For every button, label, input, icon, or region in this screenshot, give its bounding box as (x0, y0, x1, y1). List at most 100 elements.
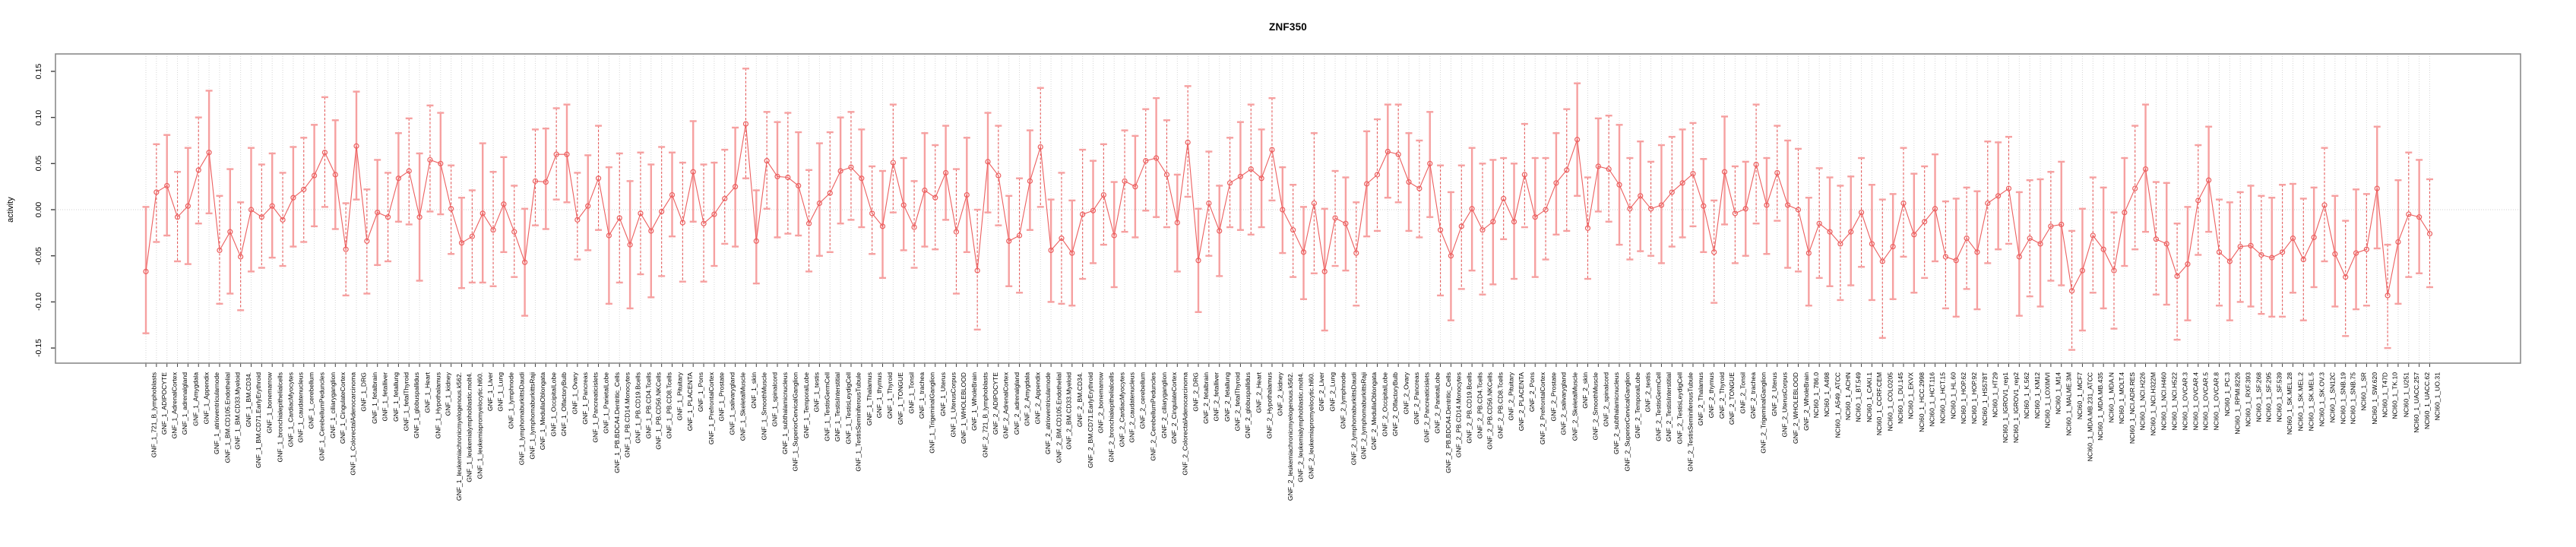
x-tick-label: GNF_2_fetallung (1223, 372, 1231, 422)
data-point (227, 229, 233, 235)
data-point (1143, 158, 1149, 164)
data-point (312, 172, 318, 179)
data-point (2363, 246, 2369, 252)
x-tick-label: GNF_1_PLACENTA (686, 372, 695, 432)
x-tick-label: GNF_1_OccipitalLobe (549, 372, 558, 437)
x-tick-label: NCI60_1_RXF.393 (2244, 372, 2252, 427)
data-point (974, 267, 980, 274)
data-point (1080, 211, 1086, 217)
data-point (469, 233, 475, 239)
data-point (479, 210, 486, 217)
x-tick-label: GNF_2_salivarygland (1559, 372, 1568, 435)
data-point (627, 242, 633, 248)
x-tick-label: GNF_1_BM.CD71.EarlyErythroid (255, 372, 263, 469)
x-tick-label: GNF_2_Liver (1318, 372, 1326, 412)
x-tick-label: GNF_2_TestisGermCell (1654, 372, 1663, 441)
x-tick-label: GNF_2_skin (1581, 372, 1589, 409)
data-point (1647, 206, 1654, 212)
data-point (406, 168, 412, 174)
x-tick-label: NCI60_1_HCT.116 (1928, 372, 1936, 427)
x-tick-label: GNF_2_lymphnode (1339, 372, 1347, 429)
data-point (501, 201, 507, 207)
x-tick-label: GNF_1_Liver (486, 372, 495, 412)
x-tick-label: NCI60_1_NCI.ADR.RES (2128, 372, 2136, 444)
x-tick-label: NCI60_1_MCF7 (2075, 372, 2084, 420)
x-tick-label: NCI60_1_SK.MEL.2 (2296, 372, 2305, 432)
x-tick-label: GNF_1_trachea (918, 372, 926, 419)
data-point (1595, 163, 1601, 169)
x-tick-label: GNF_2_TemporalLobe (1633, 372, 1641, 438)
data-point (2005, 185, 2012, 191)
x-tick-label: GNF_1_AdrenalCortex (170, 372, 179, 439)
data-point (2385, 292, 2391, 299)
data-point (1406, 179, 1412, 185)
data-point (1353, 250, 1359, 256)
data-point (1501, 195, 1507, 202)
data-point (1805, 250, 1812, 256)
data-point (1258, 175, 1264, 182)
data-point (1627, 206, 1633, 212)
x-tick-label: NCI60_1_HCT.15 (1938, 372, 1947, 424)
data-point (1226, 180, 1233, 186)
x-tick-label: GNF_2_DRG (1191, 372, 1200, 412)
data-point (153, 189, 160, 195)
x-tick-label: GNF_1_TestisSeminiferousTubule (854, 372, 862, 472)
x-tick-label: GNF_1_lymphomaburkittsRaji (528, 372, 536, 460)
data-point (290, 194, 296, 201)
x-tick-label: NCI60_1_ACHN (1843, 372, 1852, 421)
data-point (1922, 219, 1928, 225)
data-point (1217, 228, 1223, 234)
data-point (553, 151, 559, 157)
data-point (805, 220, 812, 226)
data-point (701, 220, 707, 226)
x-tick-label: GNF_2_PB.CD19.Bcells (1465, 372, 1473, 444)
data-point (1048, 247, 1054, 254)
x-tick-label: GNF_1_leukemialymphoblastic.molt4. (465, 372, 473, 482)
x-tick-label: GNF_1_bonemarrow (265, 372, 274, 434)
x-tick-label: NCI60_1_NCI.H322M (2149, 372, 2157, 436)
data-point (438, 160, 444, 166)
x-tick-label: GNF_1_TrigeminalGanglion (928, 372, 936, 454)
x-tick-label: GNF_1_TestisLeydigCell (844, 372, 853, 444)
x-tick-label: GNF_1_testis (812, 372, 821, 413)
data-point (659, 208, 665, 215)
x-tick-label: GNF_1_skin (749, 372, 758, 409)
data-point (953, 229, 960, 235)
x-tick-label: GNF_2_globuspallidus (1244, 372, 1252, 438)
data-point (1163, 172, 1170, 178)
data-point (321, 150, 328, 156)
x-tick-label: GNF_1_lymphnode (507, 372, 515, 429)
x-tick-label: GNF_1_WholeBrain (970, 372, 979, 431)
data-point (1995, 193, 2002, 199)
data-point (2122, 210, 2128, 216)
x-tick-label: NCI60_1_SNB.19 (2338, 372, 2347, 425)
x-tick-label: GNF_1_Appendix (202, 372, 210, 425)
x-tick-label: GNF_1_UterusCorpus (949, 372, 957, 438)
data-point (301, 186, 307, 192)
x-tick-label: NCI60_1_SF.539 (2275, 372, 2283, 422)
data-point (1059, 236, 1065, 242)
data-point (1890, 243, 1896, 250)
x-tick-label: NCI60_1_CAKI.1 (1865, 372, 1873, 422)
x-tick-label: GNF_2_Thyroid (1717, 372, 1726, 419)
x-tick-label: GNF_2_ADIPOCYTE (992, 372, 1000, 435)
data-point (879, 223, 886, 229)
x-tick-label: NCI60_1_SF.268 (2255, 372, 2263, 422)
x-tick-label: GNF_1_PB.CD8.Tcells (665, 372, 673, 439)
data-point (2111, 267, 2117, 274)
data-point (143, 268, 149, 274)
y-tick-label: 0.00 (34, 201, 43, 218)
data-point (1827, 229, 1833, 235)
data-point (269, 203, 275, 209)
x-tick-label: GNF_2_OlfactoryBulb (1391, 372, 1400, 437)
x-tick-label: GNF_2_Pancreas (1413, 372, 1421, 425)
data-point (2037, 241, 2043, 247)
data-point (1900, 200, 1907, 207)
x-tick-label: NCI60_1_HS578T (1980, 372, 1989, 426)
x-tick-label: GNF_2_BM.CD33.Myeloid (1065, 372, 1073, 450)
data-point (1521, 172, 1527, 178)
x-tick-label: GNF_2_atrioventricularnode (1044, 372, 1052, 454)
x-tick-label: GNF_2_BM.CD71.EarlyErythroid (1086, 372, 1094, 469)
data-point (1858, 210, 1865, 216)
data-point (2142, 166, 2149, 172)
